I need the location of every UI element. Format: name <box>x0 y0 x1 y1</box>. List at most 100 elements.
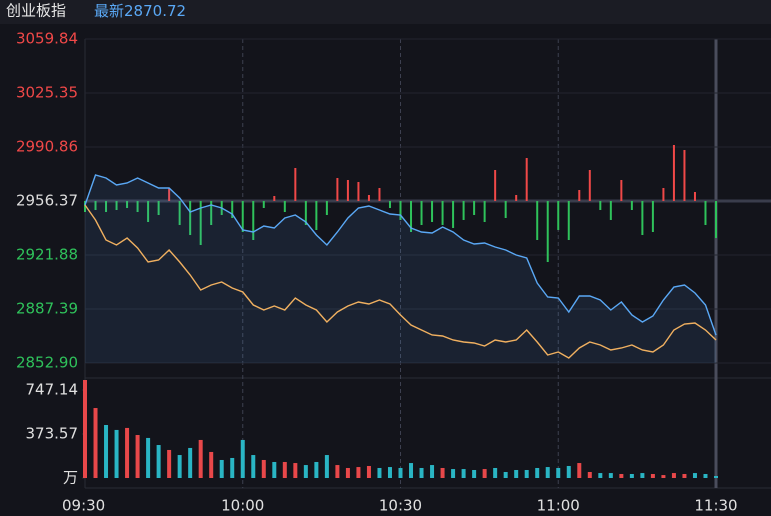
breadth-bar <box>494 169 497 201</box>
breadth-bar <box>473 201 476 215</box>
volume-bar <box>640 473 645 478</box>
y-tick-label: 3025.35 <box>16 84 78 102</box>
price-area <box>85 175 716 363</box>
latest-label-text: 最新 <box>94 2 124 20</box>
breadth-bar <box>662 188 665 201</box>
breadth-bar <box>94 201 97 211</box>
breadth-bar <box>420 201 423 226</box>
x-tick-label: 10:30 <box>379 497 422 515</box>
y-tick-label: 2921.88 <box>16 246 78 264</box>
volume-bar <box>272 461 277 478</box>
volume-bar <box>535 467 540 478</box>
volume-bar <box>524 469 529 478</box>
volume-bar <box>156 445 161 478</box>
breadth-bar <box>651 201 654 233</box>
breadth-bar <box>578 189 581 201</box>
breadth-bar <box>157 201 160 215</box>
volume-bar <box>566 465 571 478</box>
volume-bar <box>230 457 235 478</box>
volume-bar <box>135 435 140 478</box>
breadth-bar <box>704 201 707 226</box>
volume-bar <box>219 459 224 478</box>
breadth-bar <box>210 201 213 226</box>
latest-label: 最新2870.72 <box>94 2 186 20</box>
volume-bar <box>314 461 319 478</box>
y-tick-label: 3059.84 <box>16 30 78 48</box>
x-tick-label: 11:30 <box>694 497 737 515</box>
volume-bar <box>114 429 119 478</box>
y-tick-label: 万 <box>63 469 78 487</box>
volume-bar <box>629 473 634 478</box>
volume-bar <box>293 463 298 478</box>
breadth-bar <box>515 195 518 201</box>
price-line <box>84 174 717 336</box>
breadth-bar <box>378 188 381 201</box>
breadth-bar <box>346 180 349 201</box>
volume-bar <box>125 427 130 478</box>
breadth-bar <box>105 201 108 213</box>
volume-bar <box>482 469 487 478</box>
volume-bar <box>608 473 613 478</box>
y-tick-label: 2852.90 <box>16 354 78 372</box>
volume-bar <box>366 465 371 478</box>
volume-bar <box>430 465 435 478</box>
breadth-bar <box>410 201 413 233</box>
volume-bar <box>545 467 550 478</box>
volume-bar <box>209 451 214 478</box>
y-tick-label: 2990.86 <box>16 138 78 156</box>
breadth-bar <box>84 201 86 213</box>
volume-bar <box>335 465 340 478</box>
volume-bar <box>472 469 477 478</box>
volume-bar <box>146 437 151 478</box>
breadth-bar <box>315 201 318 230</box>
volume-bar <box>167 449 172 478</box>
breadth-bar <box>567 201 570 241</box>
volume-bar <box>177 455 182 478</box>
volume-bar <box>556 467 561 478</box>
volume-bar <box>671 473 676 478</box>
breadth-bar <box>357 181 360 201</box>
volume-bar <box>619 473 624 478</box>
volume-bar <box>692 473 697 478</box>
breadth-bar <box>189 201 192 236</box>
breadth-bar <box>536 201 539 241</box>
volume-bar <box>650 473 655 478</box>
volume-bar <box>356 467 361 478</box>
y-tick-label: 2956.37 <box>16 192 78 210</box>
breadth-bar <box>231 201 234 219</box>
volume-bar <box>303 465 308 478</box>
breadth-bar <box>388 201 391 208</box>
x-tick-label: 11:00 <box>537 497 580 515</box>
breadth-bar <box>136 201 139 213</box>
volume-bar <box>714 475 718 478</box>
x-tick-label: 10:00 <box>221 497 264 515</box>
breadth-bar <box>672 144 675 201</box>
volume-bar <box>83 380 87 478</box>
y-tick-label: 373.57 <box>26 424 79 442</box>
breadth-bar <box>126 201 129 208</box>
breadth-bar <box>452 201 455 228</box>
volume-bar <box>251 455 256 478</box>
breadth-bar <box>599 201 602 211</box>
y-tick-label: 2887.39 <box>16 300 78 318</box>
volume-bar <box>188 447 193 478</box>
volume-bar <box>198 439 203 478</box>
breadth-bar <box>199 201 202 245</box>
breadth-bar <box>525 158 528 201</box>
index-name: 创业板指 <box>6 2 66 20</box>
volume-bar <box>503 471 508 478</box>
breadth-bar <box>304 201 307 226</box>
volume-bar <box>345 467 350 478</box>
breadth-bar <box>557 201 560 230</box>
volume-bar <box>440 467 445 478</box>
volume-bar <box>282 461 287 478</box>
breadth-bar <box>504 201 507 219</box>
breadth-bar <box>367 195 370 201</box>
latest-value: 2870.72 <box>124 2 186 20</box>
average-line <box>84 204 717 359</box>
breadth-bar <box>325 201 328 215</box>
breadth-bar <box>147 201 150 222</box>
volume-bar <box>104 424 109 478</box>
